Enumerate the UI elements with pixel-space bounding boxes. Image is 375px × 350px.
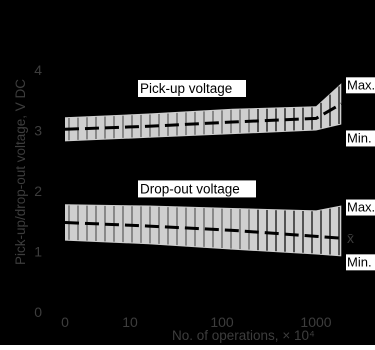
min-label: Min.	[347, 254, 372, 269]
typical-label: x̄	[347, 230, 354, 246]
max-label: Max.	[347, 77, 375, 92]
series-bands	[64, 83, 343, 257]
min-label-bg	[346, 254, 375, 271]
series-typical-line	[64, 102, 343, 131]
max-label: Max.	[347, 200, 375, 215]
y-tick-label: 1	[34, 244, 42, 260]
max-label-bg	[346, 77, 375, 94]
series-label-bg	[138, 180, 256, 198]
x-tick-labels: 0 10 100 1000	[61, 314, 332, 330]
x-tick-label: 1000	[300, 314, 331, 330]
y-tick-labels: 0 1 2 3 4	[34, 62, 42, 320]
min-label: Min.	[347, 130, 372, 145]
series-typical-line	[64, 220, 342, 240]
series-label-bg	[138, 79, 246, 97]
y-tick-label: 2	[34, 183, 42, 199]
x-tick-label: 100	[210, 314, 234, 330]
series-name-label: Pick-up voltage	[140, 81, 232, 96]
max-label-bg	[346, 199, 375, 216]
series-band	[65, 204, 342, 257]
x-tick-label: 0	[61, 314, 69, 330]
x-tick-label: 10	[122, 314, 138, 330]
x-axis-title: No. of operations, × 10⁴	[172, 328, 315, 343]
y-tick-label: 3	[34, 123, 42, 139]
min-label-bg	[346, 130, 375, 147]
y-axis-title: Pick-up/drop-out voltage, V DC	[13, 79, 28, 265]
series-name-label: Drop-out voltage	[140, 181, 240, 196]
y-tick-label: 0	[34, 304, 42, 320]
y-tick-label: 4	[34, 62, 42, 78]
series-labels: Pick-up voltage Max. Min. Drop-out voltage M…	[138, 77, 375, 271]
